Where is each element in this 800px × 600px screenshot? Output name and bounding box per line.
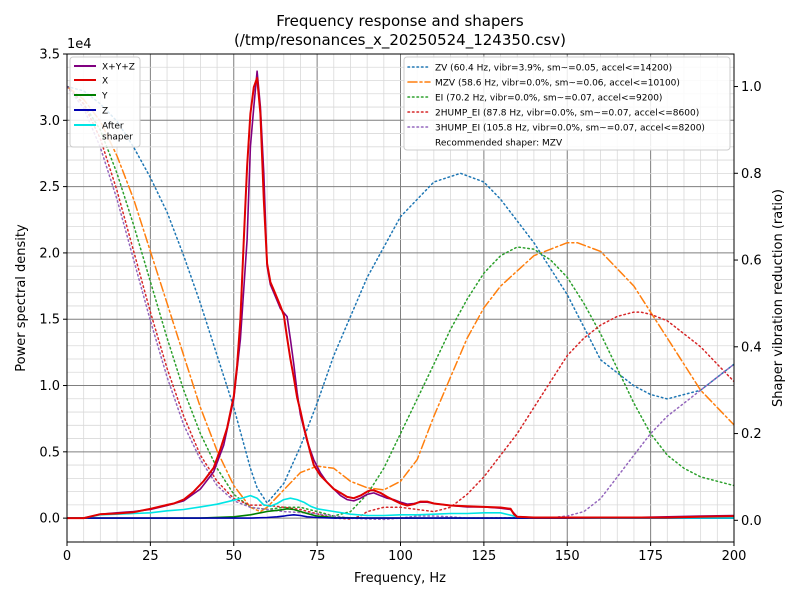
x-tick-label: 150 (555, 549, 580, 564)
legend-psd-label: Z (102, 107, 108, 117)
x-tick-label: 0 (63, 549, 71, 564)
y2-tick-label: 0.0 (741, 514, 762, 529)
chart-subtitle: (/tmp/resonances_x_20250524_124350.csv) (234, 31, 566, 50)
x-axis-label: Frequency, Hz (354, 571, 446, 586)
x-tick-label: 200 (722, 549, 747, 564)
x-axis-ticks: 0 25 50 75 100 125 150 175 200 (63, 542, 747, 564)
y-multiplier-label: 1e4 (67, 37, 92, 52)
legend-shaper-label: EI (70.2 Hz, vibr=0.0%, sm~=0.07, accel<… (435, 94, 662, 104)
legend-psd-label: Y (101, 92, 108, 102)
psd-series-group (67, 70, 734, 520)
x-tick-label: 175 (638, 549, 663, 564)
legend-psd-label: After (102, 122, 124, 132)
y-axis-label: Power spectral density (14, 224, 29, 372)
y-tick-label: 2.5 (39, 180, 60, 195)
y-tick-label: 1.0 (39, 379, 60, 394)
y-tick-label: 2.0 (39, 246, 60, 261)
y-axis-ticks: 0.0 0.5 1.0 1.5 2.0 2.5 3.0 3.5 (39, 48, 67, 527)
y2-tick-label: 0.8 (741, 167, 762, 182)
x-tick-label: 50 (225, 549, 242, 564)
shaper-line-2 (67, 85, 734, 517)
x-tick-label: 125 (471, 549, 496, 564)
legend-psd-label: X (102, 77, 108, 87)
y-tick-label: 3.5 (39, 48, 60, 63)
y-tick-label: 0.0 (39, 512, 60, 527)
legend-shaper-label: ZV (60.4 Hz, vibr=3.9%, sm~=0.05, accel<… (435, 64, 672, 74)
legend-shaper-label: MZV (58.6 Hz, vibr=0.0%, sm~=0.06, accel… (435, 79, 680, 89)
y2-tick-label: 1.0 (741, 80, 762, 95)
shaper-line-3 (67, 85, 734, 520)
y-tick-label: 3.0 (39, 114, 60, 129)
recommended-shaper-text: Recommended shaper: MZV (435, 139, 563, 149)
shaper-line-0 (67, 85, 734, 504)
y2-axis-label: Shaper vibration reduction (ratio) (771, 189, 786, 407)
chart-title: Frequency response and shapers (276, 12, 524, 30)
y2-tick-label: 0.2 (741, 427, 762, 442)
y2-tick-label: 0.4 (741, 340, 762, 355)
legend-shaper-label: 2HUMP_EI (87.8 Hz, vibr=0.0%, sm~=0.07, … (435, 109, 699, 119)
psd-line-1 (67, 76, 734, 520)
x-tick-label: 100 (388, 549, 413, 564)
shaper-line-1 (67, 85, 734, 513)
x-tick-label: 75 (309, 549, 326, 564)
y-tick-label: 0.5 (39, 445, 60, 460)
legend-psd-label: X+Y+Z (102, 63, 135, 73)
legend-shapers: ZV (60.4 Hz, vibr=3.9%, sm~=0.05, accel<… (403, 56, 731, 151)
psd-line-3 (67, 513, 734, 519)
legend-shaper-label: 3HUMP_EI (105.8 Hz, vibr=0.0%, sm~=0.07,… (435, 124, 705, 134)
y2-tick-label: 0.6 (741, 254, 762, 269)
y2-axis-ticks: 0.0 0.2 0.4 0.6 0.8 1.0 (734, 80, 762, 529)
legend-psd-label: shaper (102, 133, 133, 143)
y-tick-label: 1.5 (39, 313, 60, 328)
x-tick-label: 25 (142, 549, 159, 564)
legend-shapers-box (403, 56, 731, 151)
